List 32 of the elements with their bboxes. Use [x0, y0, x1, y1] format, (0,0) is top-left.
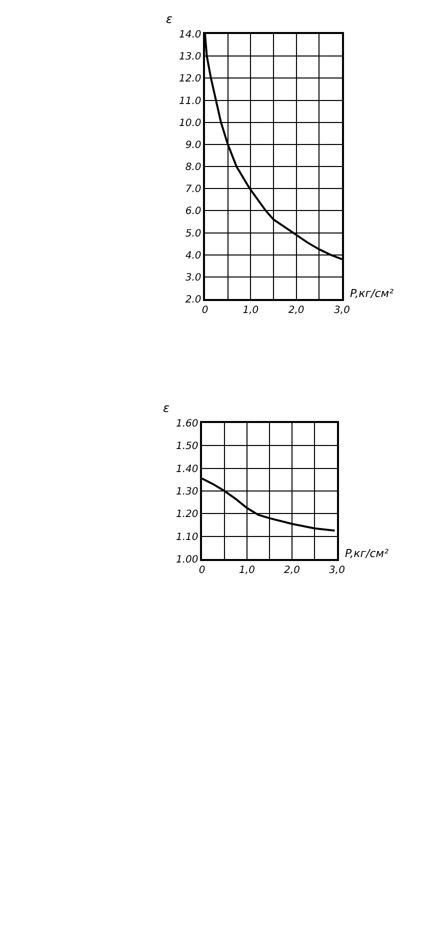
- x-axis-title: P,кг/см²: [345, 547, 390, 560]
- y-tick-label: 14.0: [178, 30, 202, 40]
- y-tick-label: 2.0: [185, 294, 202, 306]
- y-tick-label: 1.10: [176, 532, 198, 543]
- x-tick-label: 3,0: [334, 304, 350, 316]
- y-tick-label: 1.20: [176, 509, 198, 520]
- y-tick-label: 1.40: [176, 464, 198, 475]
- y-axis-title: ε: [166, 12, 173, 26]
- y-tick-label: 7.0: [185, 184, 202, 196]
- y-tick-label: 12.0: [178, 74, 202, 85]
- y-tick-label: 4.0: [185, 250, 202, 262]
- y-tick-label: 13.0: [178, 52, 202, 63]
- x-tick-label: 0: [198, 564, 206, 576]
- y-tick-label: 3.0: [185, 272, 202, 284]
- y-tick-label: 5.0: [185, 228, 202, 240]
- x-tick-label: 1,0: [242, 304, 259, 316]
- y-tick-label: 1.00: [176, 554, 198, 566]
- y-tick-label: 10.0: [178, 118, 202, 129]
- y-tick-label: 1.30: [176, 486, 198, 498]
- y-axis-title: ε: [163, 401, 170, 415]
- x-tick-label: 2,0: [284, 564, 300, 576]
- x-tick-label: 3,0: [329, 564, 345, 576]
- y-tick-label: 1.60: [176, 418, 198, 430]
- y-tick-label: 6.0: [185, 206, 202, 218]
- y-tick-label: 8.0: [185, 162, 202, 173]
- x-tick-label: 2,0: [288, 304, 304, 316]
- x-tick-label: 0: [202, 304, 208, 316]
- y-tick-label: 9.0: [185, 140, 202, 151]
- y-tick-label: 11.0: [178, 96, 202, 107]
- x-tick-label: 1,0: [239, 564, 255, 576]
- y-tick-label: 1.50: [176, 441, 198, 452]
- x-axis-title: P,кг/см²: [350, 287, 394, 300]
